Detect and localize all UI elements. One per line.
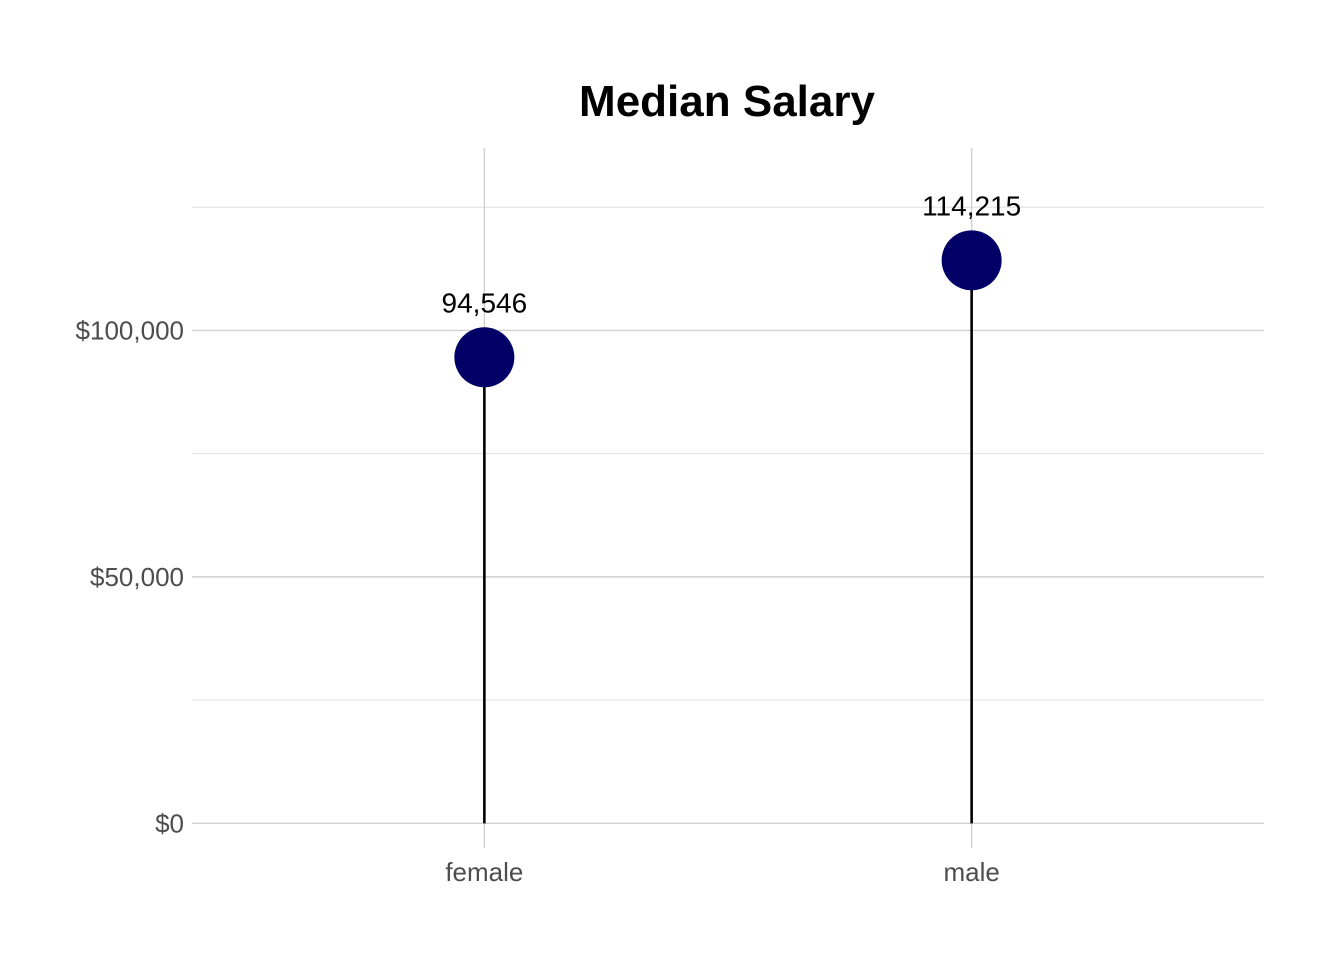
data-label: 94,546 — [442, 287, 528, 318]
lollipop-point — [454, 327, 515, 388]
y-tick-label: $100,000 — [76, 315, 184, 345]
lollipop-points — [454, 230, 1002, 388]
y-tick-label: $0 — [155, 808, 184, 838]
y-axis: $0 $50,000 $100,000 — [76, 315, 184, 838]
x-tick-label: female — [445, 857, 523, 887]
x-axis: female male — [445, 857, 999, 887]
chart-title: Median Salary — [579, 77, 875, 126]
x-tick-label: male — [943, 857, 999, 887]
y-tick-label: $50,000 — [90, 562, 184, 592]
lollipop-point — [941, 230, 1002, 291]
data-labels: 94,546 114,215 — [442, 190, 1022, 318]
lollipop-stems — [483, 260, 973, 824]
grid-lines — [192, 148, 1264, 848]
data-label: 114,215 — [922, 190, 1021, 221]
